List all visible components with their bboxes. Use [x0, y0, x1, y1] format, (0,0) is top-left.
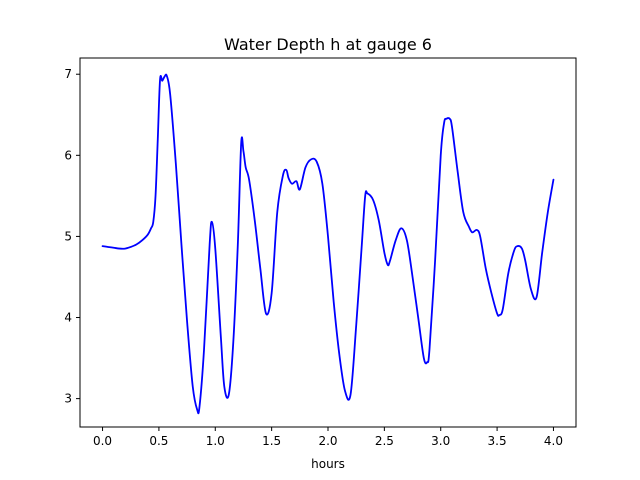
x-tick-label: 0.5 [149, 434, 168, 448]
y-tick-label: 4 [64, 311, 72, 325]
x-axis-label: hours [311, 457, 345, 471]
y-axis-ticks: 3 4 5 6 7 [64, 67, 80, 406]
x-tick-label: 2.5 [375, 434, 394, 448]
y-tick-label: 5 [64, 229, 72, 243]
x-tick-label: 3.5 [488, 434, 507, 448]
y-tick-label: 7 [64, 67, 72, 81]
chart-title: Water Depth h at gauge 6 [224, 35, 432, 54]
x-tick-label: 2.0 [318, 434, 337, 448]
x-tick-label: 3.0 [431, 434, 450, 448]
x-tick-label: 1.5 [262, 434, 281, 448]
series-line [101, 73, 555, 415]
x-tick-label: 1.0 [206, 434, 225, 448]
y-tick-label: 6 [64, 148, 72, 162]
y-tick-label: 3 [64, 392, 72, 406]
x-axis-ticks: 0.0 0.5 1.0 1.5 2.0 2.5 3.0 3.5 4.0 [93, 427, 563, 448]
x-tick-label: 4.0 [544, 434, 563, 448]
x-tick-label: 0.0 [93, 434, 112, 448]
